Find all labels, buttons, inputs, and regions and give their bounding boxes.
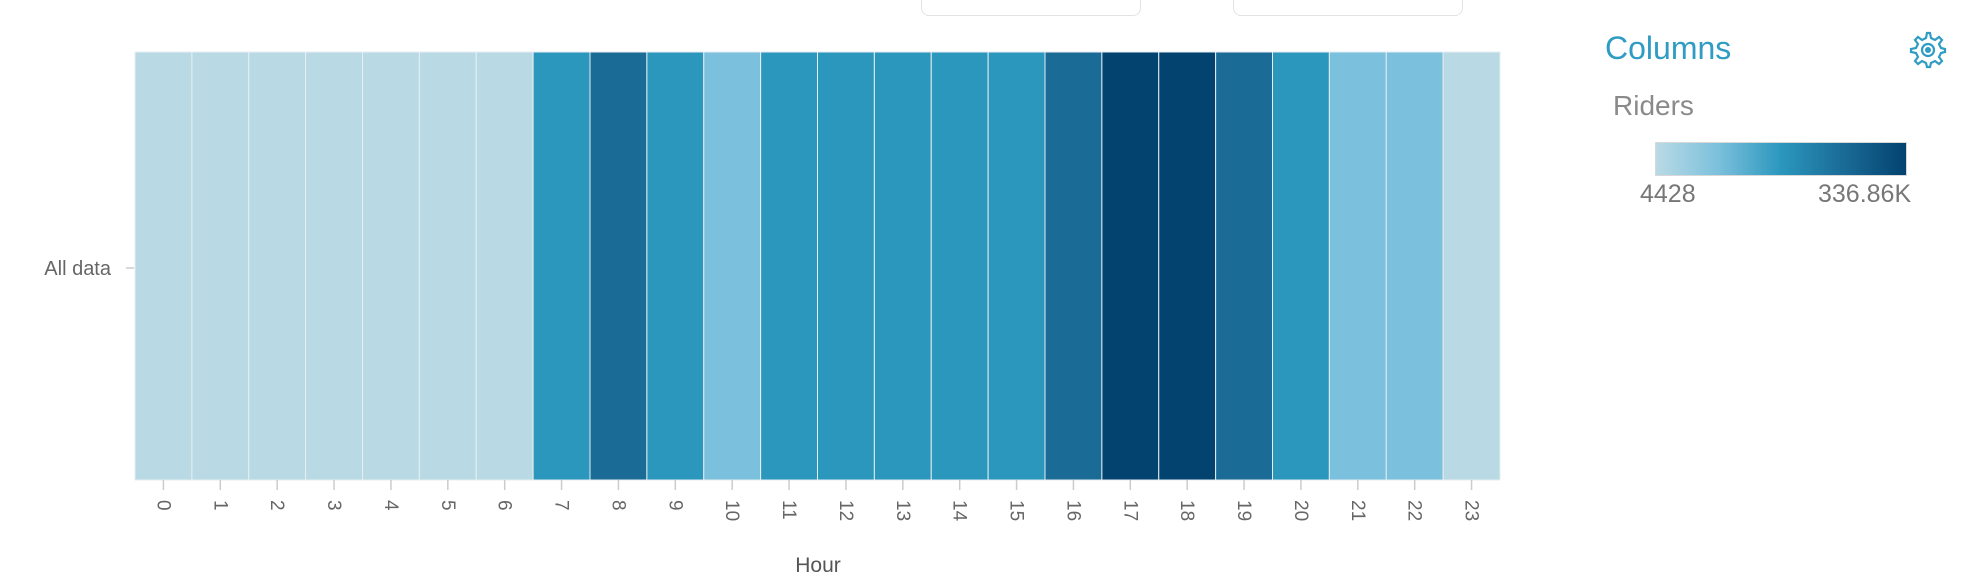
heatmap-cell[interactable] [1215, 51, 1273, 481]
x-tick-label: 16 [1062, 500, 1083, 521]
x-tick-label: 11 [778, 500, 799, 520]
heatmap-cell[interactable] [1044, 51, 1103, 481]
x-tick-label: 12 [835, 500, 856, 521]
heatmap-cell[interactable] [760, 51, 818, 481]
x-tick-label: 6 [494, 500, 515, 511]
heatmap-cell[interactable] [1272, 51, 1330, 481]
x-tick-label: 21 [1347, 500, 1368, 521]
x-tick-label: 4 [380, 500, 401, 511]
x-tick-label: 10 [721, 500, 742, 521]
heatmap-cell[interactable] [248, 51, 307, 481]
y-axis: All data [44, 258, 134, 280]
x-axis: 0 1 2 3 4 5 6 7 8 9 10 11 12 13 14 15 16 17 18 19 20 21 22 23 [152, 480, 1482, 522]
heatmap-cell[interactable] [305, 51, 363, 481]
x-tick-label: 13 [892, 500, 913, 521]
heatmap-cells [134, 51, 1501, 481]
x-tick-label: 19 [1233, 500, 1254, 521]
heatmap-cell[interactable] [1158, 51, 1217, 481]
x-tick-label: 23 [1461, 500, 1482, 521]
y-tick-label: All data [44, 258, 112, 280]
x-tick-label: 1 [209, 500, 230, 511]
heatmap-cell[interactable] [134, 51, 193, 481]
heatmap-cell[interactable] [532, 51, 591, 481]
heatmap-cell[interactable] [1328, 51, 1387, 481]
x-tick-label: 8 [607, 500, 628, 511]
heatmap-cell[interactable] [930, 51, 989, 481]
x-tick-label: 15 [1006, 500, 1027, 521]
top-tab-right[interactable] [1233, 0, 1463, 16]
heatmap-cell[interactable] [418, 51, 477, 481]
x-tick-label: 2 [266, 500, 287, 511]
legend-max-label: 336.86K [1818, 180, 1912, 208]
heatmap-cell[interactable] [817, 51, 875, 481]
x-axis-title: Hour [795, 554, 841, 577]
heatmap-cell[interactable] [589, 51, 648, 481]
heatmap-cell[interactable] [873, 51, 932, 481]
x-tick-label: 5 [437, 500, 458, 511]
x-tick-label: 7 [551, 500, 572, 511]
x-tick-label: 14 [949, 500, 970, 522]
legend-color-scale [1655, 142, 1907, 176]
gear-icon[interactable] [1908, 30, 1948, 70]
heatmap-cell[interactable] [362, 51, 420, 481]
heatmap-cell[interactable] [987, 51, 1046, 481]
heatmap-cell[interactable] [1442, 51, 1501, 481]
x-tick-label: 17 [1119, 500, 1140, 521]
top-tab-left[interactable] [921, 0, 1141, 16]
legend-title: Riders [1613, 90, 1694, 121]
panel-title: Columns [1605, 30, 1732, 66]
legend-min-label: 4428 [1640, 180, 1696, 208]
x-tick-label: 9 [664, 500, 685, 511]
x-tick-label: 0 [152, 500, 173, 511]
x-tick-label: 3 [323, 500, 344, 511]
heatmap-cell[interactable] [646, 51, 705, 481]
x-tick-label: 18 [1176, 500, 1197, 521]
heatmap-cell[interactable] [703, 51, 762, 481]
heatmap-cell[interactable] [1385, 51, 1444, 481]
x-tick-label: 20 [1290, 500, 1311, 521]
heatmap-cell[interactable] [1101, 51, 1160, 481]
heatmap-cell[interactable] [191, 51, 250, 481]
heatmap-chart: All data 0 1 2 3 4 5 6 7 8 9 10 11 12 13 14 15 16 17 18 19 2… [44, 51, 1501, 577]
x-tick-label: 22 [1404, 500, 1425, 521]
heatmap-cell[interactable] [475, 51, 534, 481]
